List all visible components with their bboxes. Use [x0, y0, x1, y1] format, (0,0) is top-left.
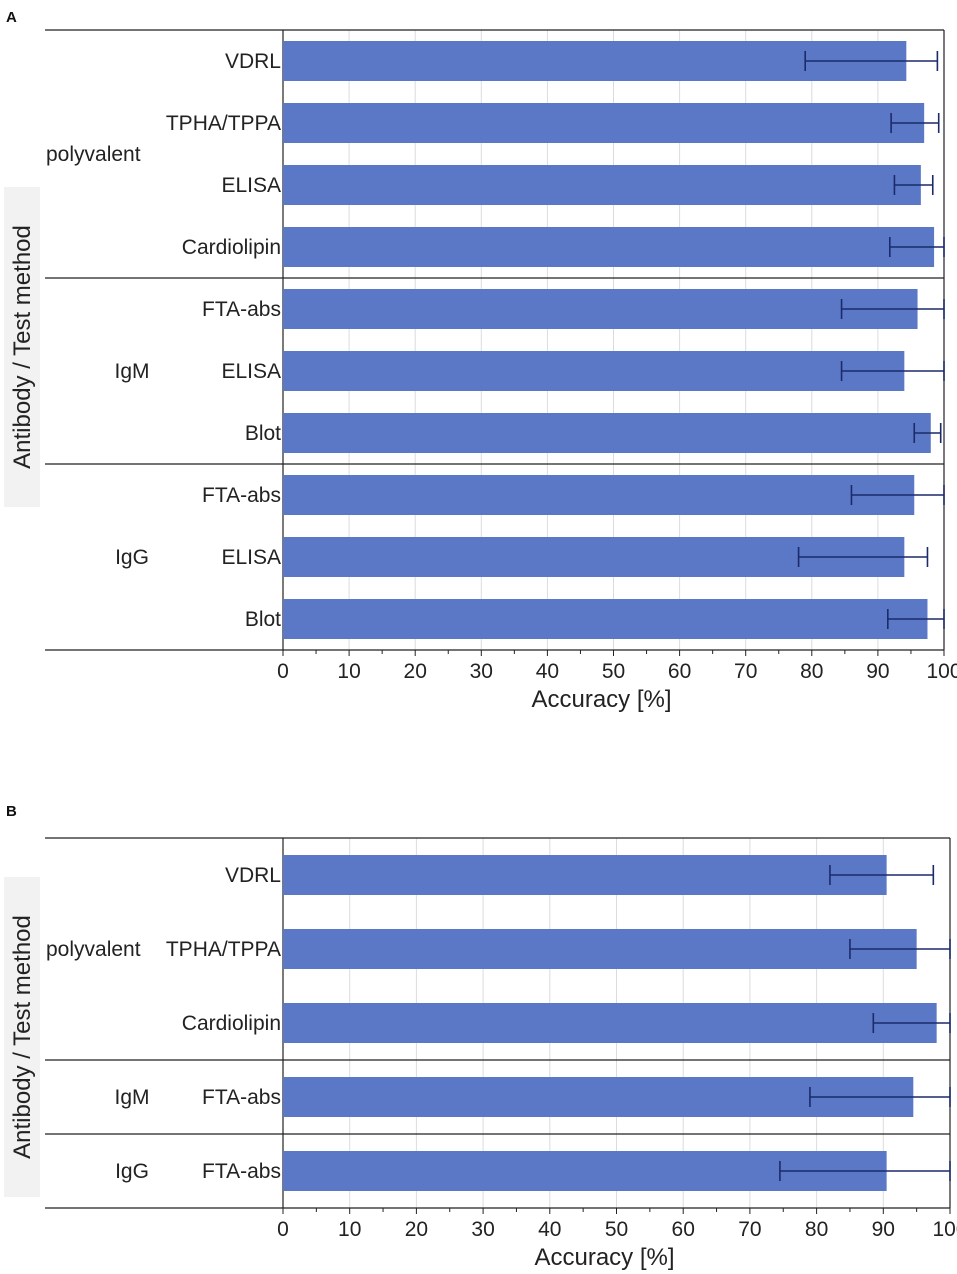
panel-letter: A [6, 9, 17, 26]
y-axis-title: Antibody / Test method [9, 915, 36, 1159]
x-tick-label: 30 [471, 1218, 494, 1241]
x-axis-title: Accuracy [%] [534, 1244, 674, 1271]
x-tick-label: 40 [536, 660, 559, 683]
category-label: FTA-abs [202, 1086, 281, 1109]
category-label: FTA-abs [202, 1160, 281, 1183]
category-label: Cardiolipin [182, 236, 281, 259]
bar-polyvalent-tpha-tppa [283, 929, 917, 969]
x-tick-label: 20 [404, 660, 427, 683]
bar-igm-blot [283, 413, 931, 453]
x-tick-label: 20 [405, 1218, 428, 1241]
bar-polyvalent-elisa [283, 165, 921, 205]
bar-polyvalent-cardiolipin [283, 227, 935, 267]
x-tick-label: 90 [866, 660, 889, 683]
ylabel-background [4, 877, 40, 1197]
panel-letter: B [6, 803, 17, 820]
category-label: FTA-abs [202, 298, 281, 321]
bar-igm-fta-abs [283, 289, 918, 329]
x-axis-title: Accuracy [%] [531, 686, 671, 713]
bar-igg-fta-abs [283, 475, 915, 515]
category-label: TPHA/TPPA [166, 112, 281, 135]
x-tick-label: 80 [800, 660, 823, 683]
category-label: Cardiolipin [182, 1012, 281, 1035]
x-tick-label: 50 [605, 1218, 628, 1241]
x-tick-label: 60 [668, 660, 691, 683]
x-tick-label: 100 [926, 660, 957, 683]
group-label-igg: IgG [115, 1160, 149, 1183]
bar-polyvalent-vdrl [283, 41, 907, 81]
category-label: VDRL [225, 50, 281, 73]
category-label: Blot [245, 422, 281, 445]
x-tick-label: 70 [738, 1218, 761, 1241]
group-label-igm: IgM [114, 360, 149, 383]
category-label: ELISA [221, 360, 281, 383]
bar-polyvalent-vdrl [283, 855, 887, 895]
group-label-polyvalent: polyvalent [46, 938, 141, 961]
bar-polyvalent-cardiolipin [283, 1003, 937, 1043]
x-tick-label: 100 [932, 1218, 957, 1241]
group-label-igg: IgG [115, 546, 149, 569]
x-tick-label: 70 [734, 660, 757, 683]
bar-igm-elisa [283, 351, 905, 391]
bar-polyvalent-tpha-tppa [283, 103, 925, 143]
x-tick-label: 80 [805, 1218, 828, 1241]
category-label: TPHA/TPPA [166, 938, 281, 961]
category-label: VDRL [225, 864, 281, 887]
x-tick-label: 50 [602, 660, 625, 683]
x-tick-label: 0 [277, 660, 289, 683]
category-label: ELISA [221, 174, 281, 197]
x-tick-label: 60 [672, 1218, 695, 1241]
x-tick-label: 0 [277, 1218, 289, 1241]
x-tick-label: 90 [872, 1218, 895, 1241]
x-tick-label: 40 [538, 1218, 561, 1241]
ylabel-background [4, 187, 40, 507]
chart-panel-a: A Antibody / Test method polyvalent VDRL TPH… [4, 9, 957, 713]
chart-panel-b: B Antibody / Test method polyvalent VDRL TPH… [4, 803, 957, 1271]
group-label-polyvalent: polyvalent [46, 143, 141, 166]
category-label: Blot [245, 608, 281, 631]
x-tick-label: 10 [337, 660, 360, 683]
category-label: ELISA [221, 546, 281, 569]
y-axis-title: Antibody / Test method [9, 225, 36, 469]
x-tick-label: 30 [470, 660, 493, 683]
bar-igm-fta-abs [283, 1077, 914, 1117]
x-tick-label: 10 [338, 1218, 361, 1241]
group-label-igm: IgM [114, 1086, 149, 1109]
bar-igg-blot [283, 599, 928, 639]
category-label: FTA-abs [202, 484, 281, 507]
